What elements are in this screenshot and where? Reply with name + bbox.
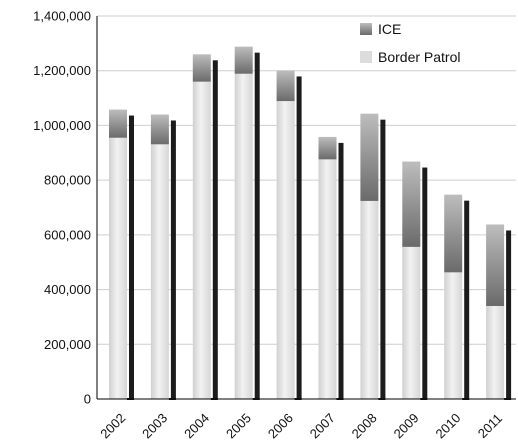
bar-border-patrol: [276, 101, 295, 399]
bar-ice: [192, 54, 211, 82]
bar-ice: [234, 46, 253, 74]
y-tick-label: 1,400,000: [33, 9, 91, 24]
bar-ice: [402, 161, 421, 247]
x-tick-label: 2005: [223, 410, 254, 441]
bar-shadow: [380, 119, 386, 399]
bar-shadow: [212, 60, 218, 400]
bar-shadow: [422, 167, 428, 399]
x-tick-label: 2007: [307, 410, 338, 441]
bar-border-patrol: [360, 200, 379, 399]
x-tick-label: 2011: [475, 411, 505, 441]
x-tick-label: 2004: [181, 410, 212, 441]
bar-ice: [486, 224, 505, 306]
bar-border-patrol: [402, 246, 421, 399]
bar-ice: [276, 70, 295, 102]
x-tick-label: 2009: [391, 410, 422, 441]
y-tick-label: 1,000,000: [33, 118, 91, 133]
axes: 0 200,000 400,000 600,000 800,000 1,000,000 1,…: [33, 9, 516, 441]
y-tick-label: 0: [84, 392, 91, 407]
bar-ice: [150, 114, 169, 145]
bar-shadow: [170, 120, 176, 399]
bar-border-patrol: [444, 272, 463, 399]
bar-border-patrol: [486, 305, 505, 399]
bar-shadow: [338, 142, 344, 399]
bar-border-patrol: [234, 73, 253, 399]
legend-swatch-border-patrol: [360, 51, 372, 63]
x-tick-label: 2006: [265, 410, 296, 441]
x-tick-label: 2008: [349, 410, 380, 441]
y-tick-label: 400,000: [44, 282, 91, 297]
bars: [109, 46, 512, 400]
y-tick-label: 1,200,000: [33, 63, 91, 78]
y-tick-label: 800,000: [44, 173, 91, 188]
bar-border-patrol: [150, 144, 169, 399]
bar-shadow: [254, 52, 260, 399]
bar-border-patrol: [318, 159, 337, 399]
bar-ice: [360, 113, 379, 201]
x-tick-label: 2002: [97, 410, 128, 441]
bar-shadow: [506, 230, 512, 399]
legend: ICE Border Patrol: [360, 21, 460, 65]
bar-shadow: [296, 76, 302, 400]
bar-ice: [109, 109, 127, 138]
bar-border-patrol: [109, 137, 127, 399]
legend-label-ice: ICE: [378, 21, 401, 37]
x-tick-label: 2010: [432, 410, 463, 441]
x-tick-label: 2003: [139, 410, 170, 441]
bar-ice: [444, 194, 463, 273]
legend-label-border-patrol: Border Patrol: [378, 49, 460, 65]
bar-shadow: [129, 115, 134, 399]
bar-shadow: [464, 200, 470, 399]
y-tick-label: 200,000: [44, 337, 91, 352]
bar-border-patrol: [192, 81, 211, 400]
bar-ice: [318, 136, 337, 160]
legend-swatch-ice: [360, 23, 372, 35]
y-tick-label: 600,000: [44, 227, 91, 242]
